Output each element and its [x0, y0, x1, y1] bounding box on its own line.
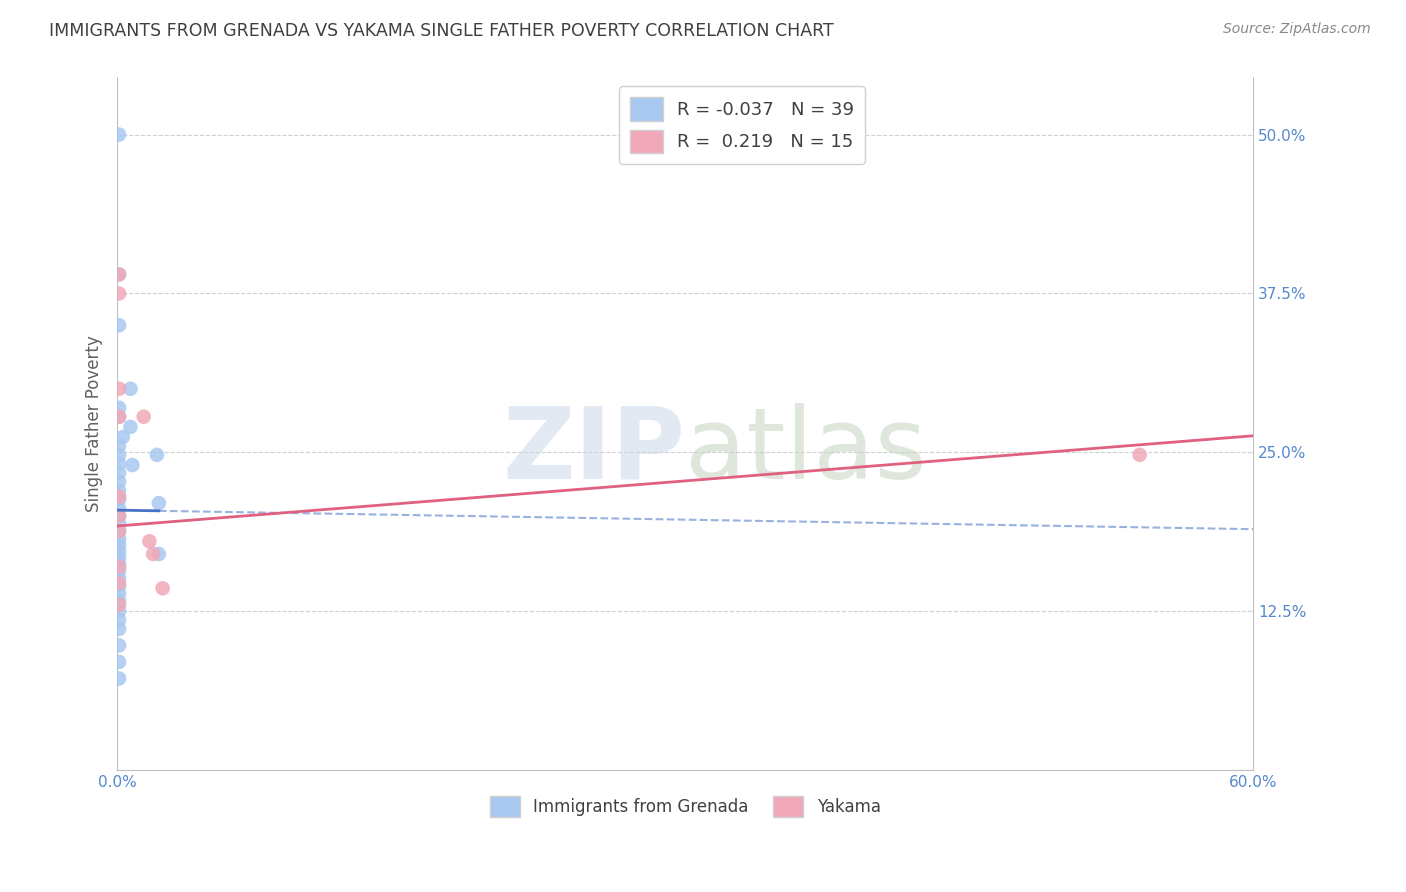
- Point: [120, 382, 142, 396]
- Point: [108, 604, 131, 618]
- Point: [108, 557, 131, 571]
- Point: [108, 501, 131, 516]
- Point: [108, 483, 131, 498]
- Point: [108, 466, 131, 480]
- Point: [108, 268, 131, 282]
- Point: [132, 409, 155, 424]
- Point: [108, 524, 131, 538]
- Text: IMMIGRANTS FROM GRENADA VS YAKAMA SINGLE FATHER POVERTY CORRELATION CHART: IMMIGRANTS FROM GRENADA VS YAKAMA SINGLE…: [49, 22, 834, 40]
- Point: [146, 448, 169, 462]
- Text: Source: ZipAtlas.com: Source: ZipAtlas.com: [1223, 22, 1371, 37]
- Point: [108, 318, 131, 333]
- Point: [152, 582, 174, 596]
- Point: [108, 622, 131, 636]
- Point: [108, 655, 131, 669]
- Point: [108, 475, 131, 489]
- Point: [108, 409, 131, 424]
- Point: [108, 598, 131, 612]
- Point: [108, 448, 131, 462]
- Point: [148, 496, 170, 510]
- Text: atlas: atlas: [685, 403, 927, 500]
- Point: [108, 594, 131, 608]
- Point: [108, 492, 131, 507]
- Point: [108, 544, 131, 558]
- Point: [108, 672, 131, 686]
- Legend: Immigrants from Grenada, Yakama: Immigrants from Grenada, Yakama: [484, 789, 887, 824]
- Point: [108, 571, 131, 585]
- Point: [111, 430, 134, 444]
- Point: [108, 639, 131, 653]
- Point: [138, 534, 160, 549]
- Point: [108, 516, 131, 531]
- Point: [108, 508, 131, 523]
- Point: [108, 409, 131, 424]
- Point: [108, 490, 131, 504]
- Point: [108, 128, 131, 142]
- Point: [108, 532, 131, 546]
- Point: [1129, 448, 1152, 462]
- Point: [108, 286, 131, 301]
- Point: [108, 439, 131, 453]
- Point: [108, 457, 131, 471]
- Point: [121, 458, 143, 472]
- Point: [148, 547, 170, 561]
- Point: [108, 382, 131, 396]
- Point: [108, 586, 131, 600]
- Point: [108, 401, 131, 415]
- Point: [108, 508, 131, 523]
- Point: [108, 524, 131, 538]
- Point: [142, 547, 165, 561]
- Text: ZIP: ZIP: [502, 403, 685, 500]
- Point: [108, 579, 131, 593]
- Point: [108, 538, 131, 552]
- Point: [108, 559, 131, 574]
- Point: [108, 564, 131, 578]
- Point: [108, 576, 131, 591]
- Point: [108, 613, 131, 627]
- Point: [108, 268, 131, 282]
- Y-axis label: Single Father Poverty: Single Father Poverty: [86, 335, 103, 512]
- Point: [108, 550, 131, 565]
- Point: [120, 420, 142, 434]
